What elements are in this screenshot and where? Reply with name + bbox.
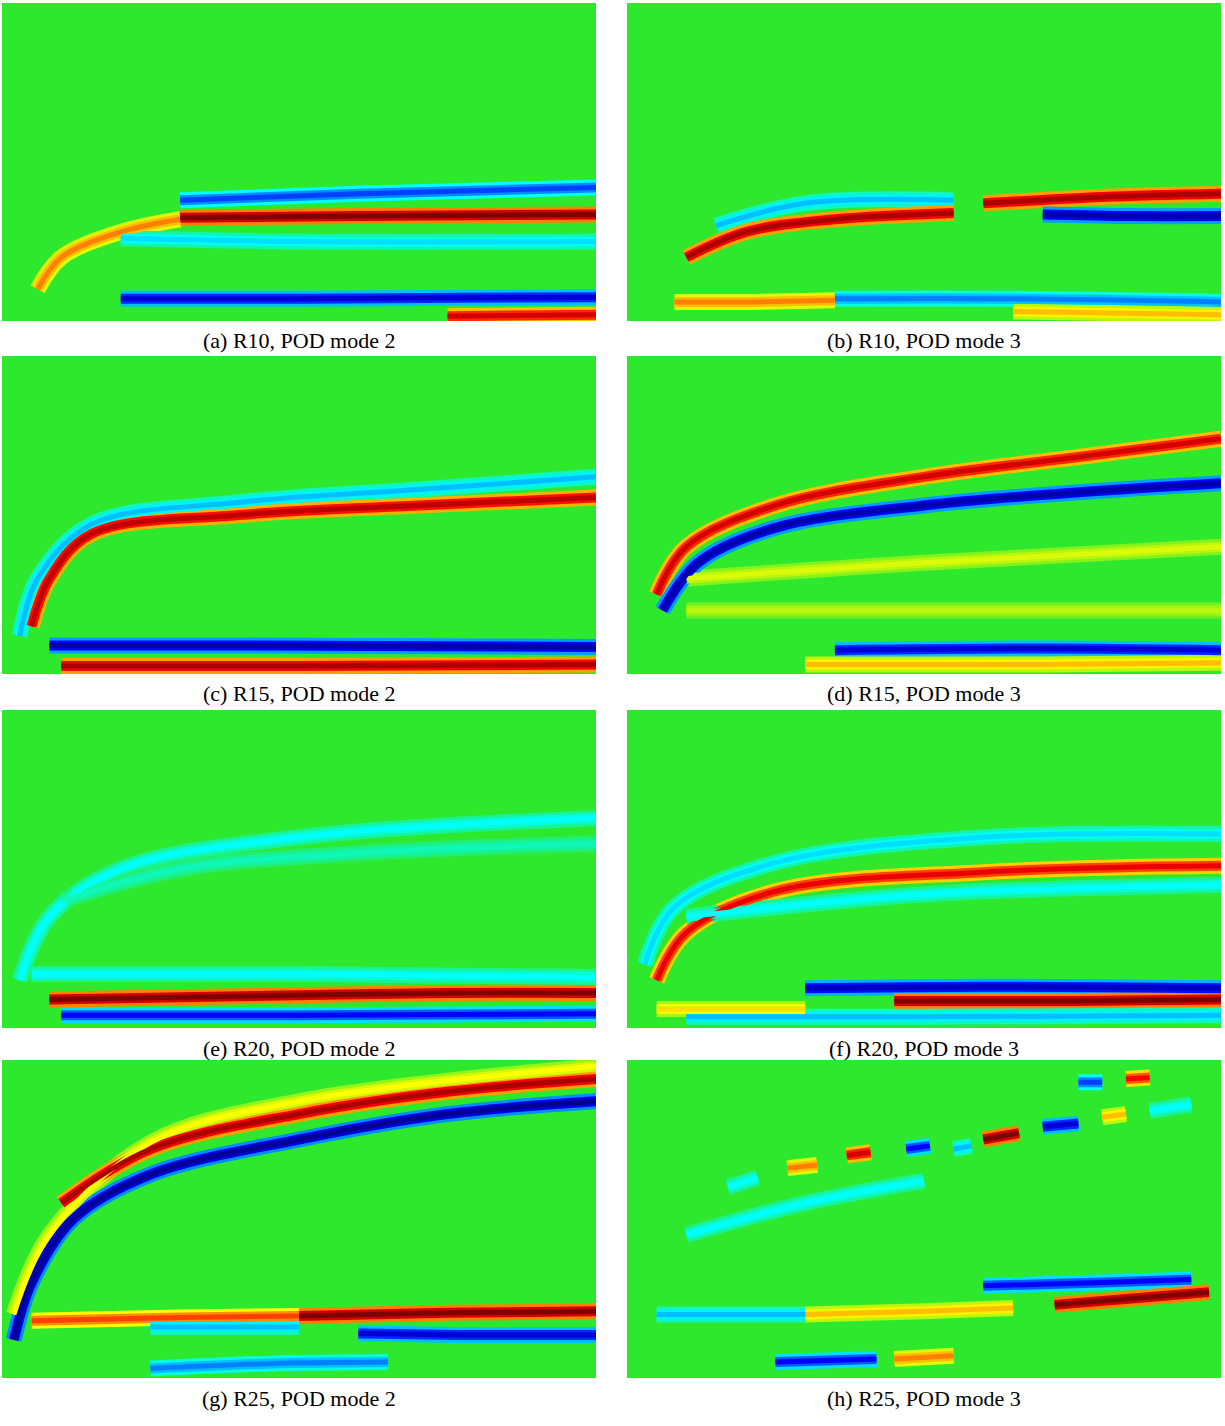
svg-text:(a) R10, POD mode 2: (a) R10, POD mode 2: [203, 328, 395, 353]
svg-text:(h) R25, POD mode 3: (h) R25, POD mode 3: [827, 1386, 1021, 1411]
svg-text:(g) R25, POD mode 2: (g) R25, POD mode 2: [202, 1386, 396, 1411]
svg-text:(d) R15, POD mode 3: (d) R15, POD mode 3: [827, 681, 1021, 706]
svg-text:(c) R15, POD mode 2: (c) R15, POD mode 2: [203, 681, 395, 706]
svg-text:(e) R20, POD mode 2: (e) R20, POD mode 2: [203, 1036, 395, 1061]
svg-text:(b) R10, POD mode 3: (b) R10, POD mode 3: [827, 328, 1021, 353]
svg-text:(f) R20, POD mode 3: (f) R20, POD mode 3: [829, 1036, 1019, 1061]
